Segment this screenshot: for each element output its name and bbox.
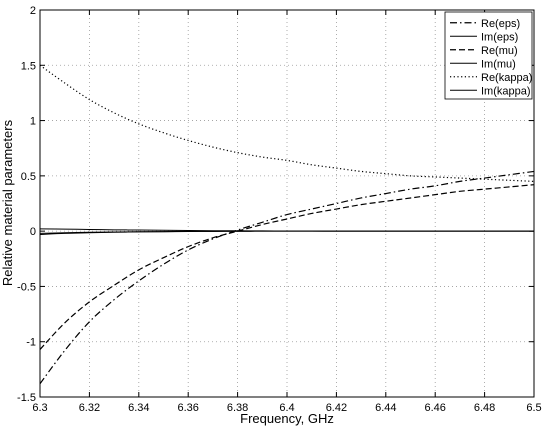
x-tick-label: 6.42: [326, 402, 347, 414]
legend-box: [444, 11, 533, 100]
x-ticks: 6.3 6.32 6.34 6.36 6.38 6.4 6.42 6.44 6.46 6.48 6.…: [32, 10, 542, 414]
legend-entry: Im(kappa): [481, 85, 531, 97]
x-tick-label: 6.48: [474, 402, 495, 414]
y-tick-label: 0: [30, 226, 36, 238]
x-tick-label: 6.4: [279, 402, 294, 414]
x-tick-label: 6.34: [128, 402, 149, 414]
legend-entry: Re(mu): [481, 45, 518, 57]
series-line-re-eps: [39, 170, 535, 385]
y-ticks: -1.5 -1 -0.5 0 0.5 1 1.5 2: [17, 5, 534, 404]
y-axis-label: Relative material parameters: [0, 119, 15, 286]
series-line-re-mu: [39, 184, 535, 350]
legend-entry: Re(kappa): [481, 72, 532, 84]
series-layer: [39, 64, 535, 385]
y-tick-label: 0.5: [21, 171, 36, 183]
x-tick-label: 6.36: [177, 402, 198, 414]
x-tick-label: 6.5: [526, 402, 541, 414]
x-tick-label: 6.38: [227, 402, 248, 414]
y-tick-label: -1: [26, 337, 36, 349]
x-tick-label: 6.32: [79, 402, 100, 414]
x-tick-label: 6.46: [424, 402, 445, 414]
legend: Re(eps)Im(eps) Re(mu)Im(mu) Re(kappa)Im(ka…: [444, 11, 533, 100]
legend-entry: Im(mu): [481, 58, 516, 70]
legend-entry: Im(eps): [481, 31, 518, 43]
y-tick-label: -0.5: [17, 281, 36, 293]
y-tick-label: -1.5: [17, 392, 36, 404]
legend-entry: Re(eps): [481, 18, 520, 30]
y-tick-label: 1.5: [21, 60, 36, 72]
x-tick-label: 6.3: [32, 402, 47, 414]
series-line-im-kappa: [39, 230, 534, 234]
x-tick-label: 6.44: [375, 402, 396, 414]
x-axis-label: Frequency, GHz: [240, 411, 334, 426]
y-tick-label: 1: [30, 116, 36, 128]
y-tick-label: 2: [30, 5, 36, 17]
